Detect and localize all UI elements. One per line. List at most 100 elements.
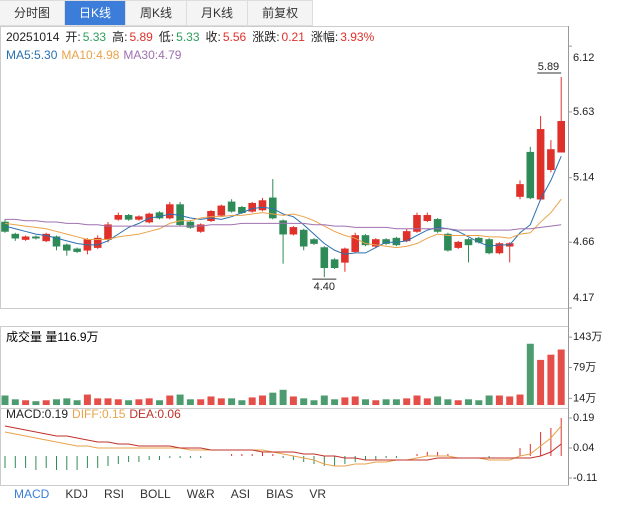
legend-value: 4.79 [158,48,182,62]
candle-body [320,247,329,269]
y-tick-label: -0.11 [573,472,597,484]
volume-bar [392,399,400,405]
volume-bar [1,395,9,405]
volume-bar [382,399,390,405]
volume-bar [537,359,545,405]
volume-bar [279,389,287,405]
indicator-tab[interactable]: RSI [104,487,125,501]
volume-bar [423,398,431,405]
volume-bar [125,400,133,405]
volume-bar [22,400,30,405]
candle-body [361,235,370,246]
candle-body [207,211,215,222]
legend-value: 0.06 [157,407,181,421]
y-tick-label: 0.19 [573,412,594,424]
period-tab[interactable]: 日K线 [65,0,127,26]
volume-bar [372,400,380,405]
y-tick-label: 4.66 [573,236,594,248]
candle-body [351,235,360,252]
indicator-tab[interactable]: MACD [14,487,50,501]
candle-body [279,220,287,235]
volume-bar [248,397,256,405]
candle-body [166,204,174,219]
candle-body [474,237,483,243]
volume-bar [300,398,308,405]
quote-value: 5.33 [82,30,107,44]
period-tab[interactable]: 分时图 [0,0,66,26]
indicator-tab[interactable]: BIAS [266,487,294,501]
ma-legend: MA5:5.30 MA10:4.98 MA30:4.79 [6,48,185,62]
volume-bar [413,395,421,405]
volume-bar [166,395,174,405]
candle-body [413,215,421,232]
quote-label: 涨跌: [252,30,280,44]
volume-current: 量116.9万 [45,330,99,344]
volume-bar [217,398,225,405]
legend-name: DIFF: [72,407,103,421]
volume-bar [403,398,411,405]
volume-bar [465,399,472,405]
volume-bar [42,400,50,405]
period-tab[interactable]: 前复权 [248,0,314,26]
y-tick-label: 0.04 [573,442,594,454]
candle-body [454,241,463,248]
volume-bar [176,394,184,405]
indicator-tab[interactable]: KDJ [65,487,89,501]
volume-bar [228,398,236,405]
macd-line [4,425,562,467]
quote-value: 0.21 [281,30,305,44]
period-tab[interactable]: 周K线 [126,0,188,26]
candle-body [371,239,380,247]
y-tick-label: 4.17 [573,292,594,304]
volume-bar [434,396,442,405]
legend-name: MA5: [6,48,35,62]
volume-bar [320,395,328,405]
candle-body [21,236,30,240]
period-tab[interactable]: 月K线 [187,0,249,26]
volume-bar [104,398,112,405]
volume-bar [207,396,215,405]
quote-value: 5.33 [176,30,200,44]
volume-bar [135,399,143,405]
candle-body [341,248,349,263]
volume-bar [32,401,40,405]
indicator-tabs: MACD KDJ RSI BOLL W&R ASI BIAS VR [6,487,334,501]
y-tick-label: 143万 [573,331,602,343]
volume-bar [238,400,246,405]
volume-bar [269,392,277,405]
candle-body [114,215,123,220]
candle-body [423,215,432,222]
y-tick-label: 5.14 [573,172,594,184]
volume-bar [516,394,524,405]
volume-bar [259,395,266,405]
candle-body [444,233,452,251]
indicator-tab[interactable]: BOLL [140,487,171,501]
volume-bar [145,398,153,405]
volume-bar [495,395,503,405]
candle-body [258,200,267,211]
candle-body [32,236,40,239]
indicator-tab[interactable]: ASI [230,487,251,501]
volume-bar [156,400,163,405]
candle-body [42,233,51,242]
indicator-tab[interactable]: VR [309,487,327,501]
indicator-tab[interactable]: W&R [186,487,215,501]
volume-bar [73,400,81,405]
legend-value: 5.30 [34,48,58,62]
ma-line [5,218,562,231]
quote-line: 20251014 开: 5.33 高: 5.89 低: 5.33 收: 5.56 涨跌: 0.21 涨… [6,28,376,45]
candle-body [135,216,143,220]
volume-bar [63,398,71,405]
candle-body [547,149,555,170]
quote-label: 低: [158,30,175,44]
candle-body [73,248,81,252]
volume-bar [114,399,122,405]
candle-body [227,201,236,212]
legend-name: MA10: [61,48,97,62]
candle-body [289,227,298,235]
candle-body [516,184,524,197]
volume-bar [547,354,555,405]
volume-bar [53,399,60,405]
